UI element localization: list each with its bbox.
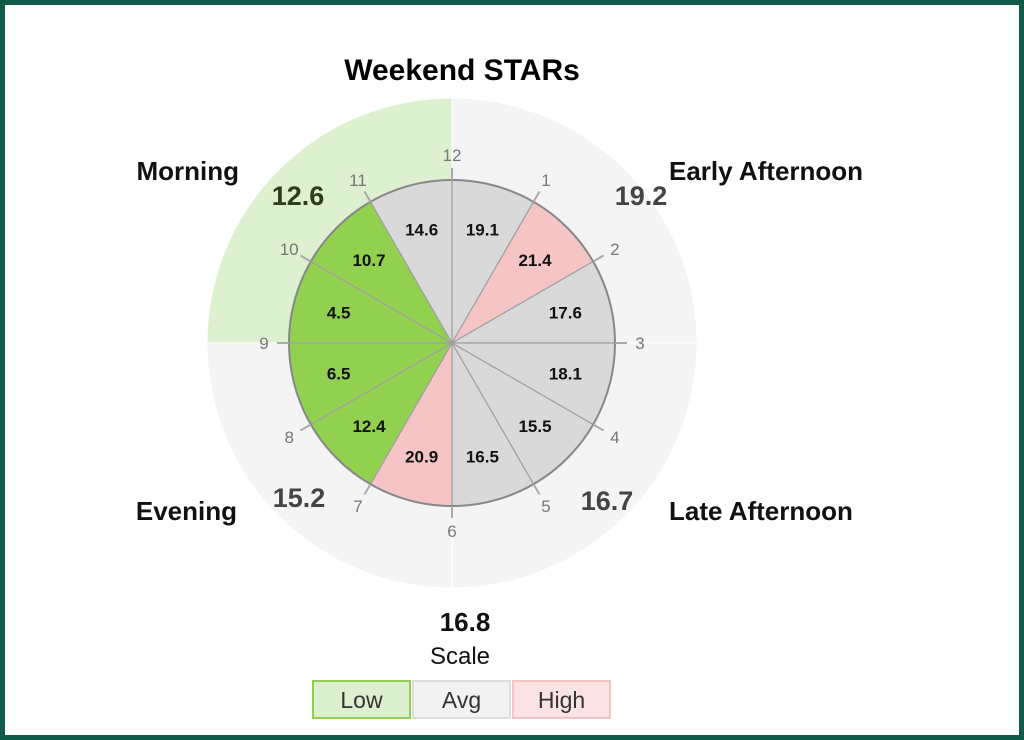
slice-value-label: 4.5 bbox=[327, 304, 351, 323]
legend-label: High bbox=[538, 687, 585, 713]
period-value: 15.2 bbox=[273, 483, 326, 513]
hour-tick bbox=[532, 190, 541, 203]
slice-value-label: 20.9 bbox=[405, 447, 438, 466]
hour-label: 6 bbox=[447, 522, 456, 541]
legend-label: Avg bbox=[442, 687, 481, 713]
hour-label: 7 bbox=[353, 497, 362, 516]
chart-frame: Weekend STARs 19.1 21.4 17.6 18.1 15.5 16.5 20… bbox=[5, 5, 1019, 735]
hour-tick bbox=[299, 254, 312, 263]
hour-tick bbox=[363, 190, 372, 203]
legend-swatch-low bbox=[312, 680, 411, 719]
hour-tick bbox=[592, 254, 605, 263]
period-value: 12.6 bbox=[272, 181, 325, 211]
slice-value-label: 6.5 bbox=[327, 364, 351, 383]
slice-value-label: 16.5 bbox=[466, 447, 499, 466]
hour-label: 4 bbox=[610, 428, 619, 447]
slice-value-label: 12.4 bbox=[352, 417, 386, 436]
overall-value: 16.8 bbox=[440, 607, 491, 637]
hour-label: 2 bbox=[610, 240, 619, 259]
slice-value-label: 15.5 bbox=[518, 417, 551, 436]
hour-tick bbox=[592, 423, 605, 432]
hour-label: 3 bbox=[635, 334, 644, 353]
legend-swatch-high bbox=[512, 680, 611, 719]
hour-label: 1 bbox=[541, 171, 550, 190]
hour-tick bbox=[363, 483, 372, 496]
hour-label: 9 bbox=[259, 334, 268, 353]
slice-value-label: 18.1 bbox=[549, 364, 582, 383]
hour-tick bbox=[299, 423, 312, 432]
chart-title: Weekend STARs bbox=[344, 54, 580, 87]
hour-label: 8 bbox=[284, 428, 293, 447]
period-value: 19.2 bbox=[615, 181, 668, 211]
overall-label: Scale bbox=[430, 643, 490, 670]
period-name: Early Afternoon bbox=[669, 156, 863, 186]
slice-value-label: 21.4 bbox=[518, 251, 552, 270]
slice-value-label: 10.7 bbox=[352, 251, 385, 270]
hour-label: 12 bbox=[443, 146, 462, 165]
slice-value-label: 17.6 bbox=[549, 304, 582, 323]
legend-swatch-avg bbox=[412, 680, 511, 719]
slice-value-label: 14.6 bbox=[405, 221, 438, 240]
period-name: Late Afternoon bbox=[669, 496, 853, 526]
hour-label: 5 bbox=[541, 497, 550, 516]
period-name: Morning bbox=[136, 156, 239, 186]
hour-tick bbox=[532, 483, 541, 496]
legend-label: Low bbox=[340, 687, 383, 713]
hour-label: 11 bbox=[349, 171, 367, 190]
hour-label: 10 bbox=[280, 240, 299, 259]
clock-chart: Weekend STARs 19.121.417.618.115.516.520… bbox=[136, 54, 863, 719]
period-value: 16.7 bbox=[581, 486, 634, 516]
slice-value-label: 19.1 bbox=[466, 221, 499, 240]
period-name: Evening bbox=[136, 496, 237, 526]
